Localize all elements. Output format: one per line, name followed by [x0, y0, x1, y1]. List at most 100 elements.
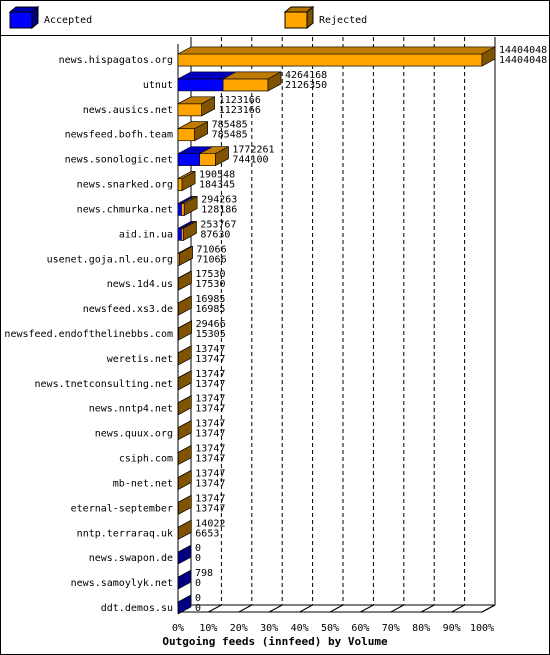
value-label: 253767 [200, 219, 236, 230]
value-label: 0 [195, 553, 201, 564]
rejected-bar-face [215, 146, 229, 167]
y-tick-label: ddt.demos.su [101, 603, 173, 614]
y-tick-label: news.sonologic.net [65, 155, 173, 166]
value-label: 0 [195, 593, 201, 604]
accepted-bar [177, 594, 192, 615]
x-tick-label: 0% [172, 623, 184, 634]
value-label: 1123166 [219, 95, 261, 106]
rejected-bar [177, 270, 192, 291]
x-tick [451, 604, 465, 613]
value-label: 87630 [200, 229, 230, 240]
accepted-bar [177, 544, 192, 565]
y-tick-label: newsfeed.xs3.de [83, 304, 173, 315]
y-tick-label: utnut [143, 80, 173, 91]
x-tick [299, 604, 313, 613]
rejected-bar-face [177, 178, 183, 191]
rejected-bar [181, 195, 198, 216]
rejected-bar-face [177, 395, 192, 416]
y-tick-label: news.ausics.net [83, 105, 173, 116]
rejected-bar-face [183, 220, 197, 241]
value-label: 13747 [195, 394, 225, 405]
x-tick-label: 60% [351, 623, 369, 634]
x-tick-label: 30% [260, 623, 278, 634]
rejected-bar-face [177, 370, 192, 391]
x-tick-label: 10% [199, 623, 217, 634]
y-tick-label: aid.in.ua [119, 229, 173, 240]
rejected-bar [177, 245, 193, 266]
value-label: 13747 [195, 444, 225, 455]
rejected-bar-face [183, 195, 198, 216]
value-label: 14404048 [499, 55, 547, 66]
rejected-bar [177, 345, 192, 366]
value-label: 0 [195, 578, 201, 589]
rejected-bar-face [267, 71, 282, 92]
rejected-bar-face [194, 121, 208, 142]
rejected-bar-face [177, 420, 192, 441]
rejected-bar [177, 295, 192, 316]
value-label: 71066 [196, 254, 226, 265]
rejected-bar [177, 320, 192, 341]
rejected-bar [177, 445, 192, 466]
rejected-bar [177, 469, 192, 490]
rejected-bar-face [181, 203, 185, 216]
y-tick-label: csiph.com [119, 454, 173, 465]
value-label: 128186 [201, 204, 237, 215]
value-label: 29466 [196, 319, 226, 330]
rejected-bar [181, 220, 197, 241]
y-tick-label: news.samoylyk.net [71, 578, 173, 589]
rejected-bar-face [178, 295, 192, 316]
rejected-bar-face [222, 78, 269, 92]
x-tick-label: 20% [230, 623, 248, 634]
rejected-bar-face [481, 46, 496, 67]
y-tick-label: weretis.net [107, 354, 173, 365]
value-label: 0 [195, 543, 201, 554]
rejected-bar-face [177, 128, 195, 142]
x-tick-label: 40% [291, 623, 309, 634]
value-label: 15305 [196, 329, 226, 340]
value-label: 13747 [195, 404, 225, 415]
value-label: 798 [195, 568, 213, 579]
value-label: 13747 [195, 468, 225, 479]
x-tick-label: 100% [470, 623, 494, 634]
rejected-bar-face [177, 469, 192, 490]
rejected-bar [177, 494, 192, 515]
accepted-bar-face [177, 594, 192, 615]
value-label: 13747 [195, 454, 225, 465]
rejected-bar [222, 71, 282, 92]
rejected-bar-face [177, 46, 496, 55]
legend-swatch [9, 11, 33, 29]
x-tick-label: 80% [412, 623, 430, 634]
rejected-bar-face [199, 153, 216, 166]
value-label: 16985 [195, 294, 225, 305]
accepted-bar-face [177, 569, 192, 590]
value-label: 785485 [212, 120, 248, 131]
value-label: 13747 [195, 503, 225, 514]
y-tick-label: usenet.goja.nl.eu.org [47, 254, 173, 265]
value-label: 16985 [195, 304, 225, 315]
rejected-bar [177, 395, 192, 416]
rejected-bar-face [179, 245, 193, 266]
y-tick-label: news.tnetconsulting.net [35, 379, 173, 390]
x-tick [420, 604, 435, 613]
y-tick-label: news.1d4.us [107, 279, 173, 290]
rejected-bar [199, 146, 229, 167]
value-label: 14404048 [499, 45, 547, 56]
rejected-bar-face [177, 494, 192, 515]
value-label: 13747 [195, 354, 225, 365]
x-tick [208, 604, 222, 613]
value-label: 744100 [232, 155, 268, 166]
value-label: 785485 [212, 130, 248, 141]
rejected-bar-face [201, 96, 216, 117]
rejected-bar-face [177, 345, 192, 366]
rejected-bar [177, 420, 192, 441]
value-label: 13747 [195, 419, 225, 430]
chart-title: Outgoing feeds (innfeed) by Volume [162, 635, 388, 648]
rejected-bar [177, 121, 208, 142]
rejected-bar [177, 171, 196, 192]
value-label: 13747 [195, 379, 225, 390]
value-label: 294263 [201, 194, 237, 205]
value-label: 13747 [195, 369, 225, 380]
y-tick-label: news.swapon.de [89, 553, 173, 564]
